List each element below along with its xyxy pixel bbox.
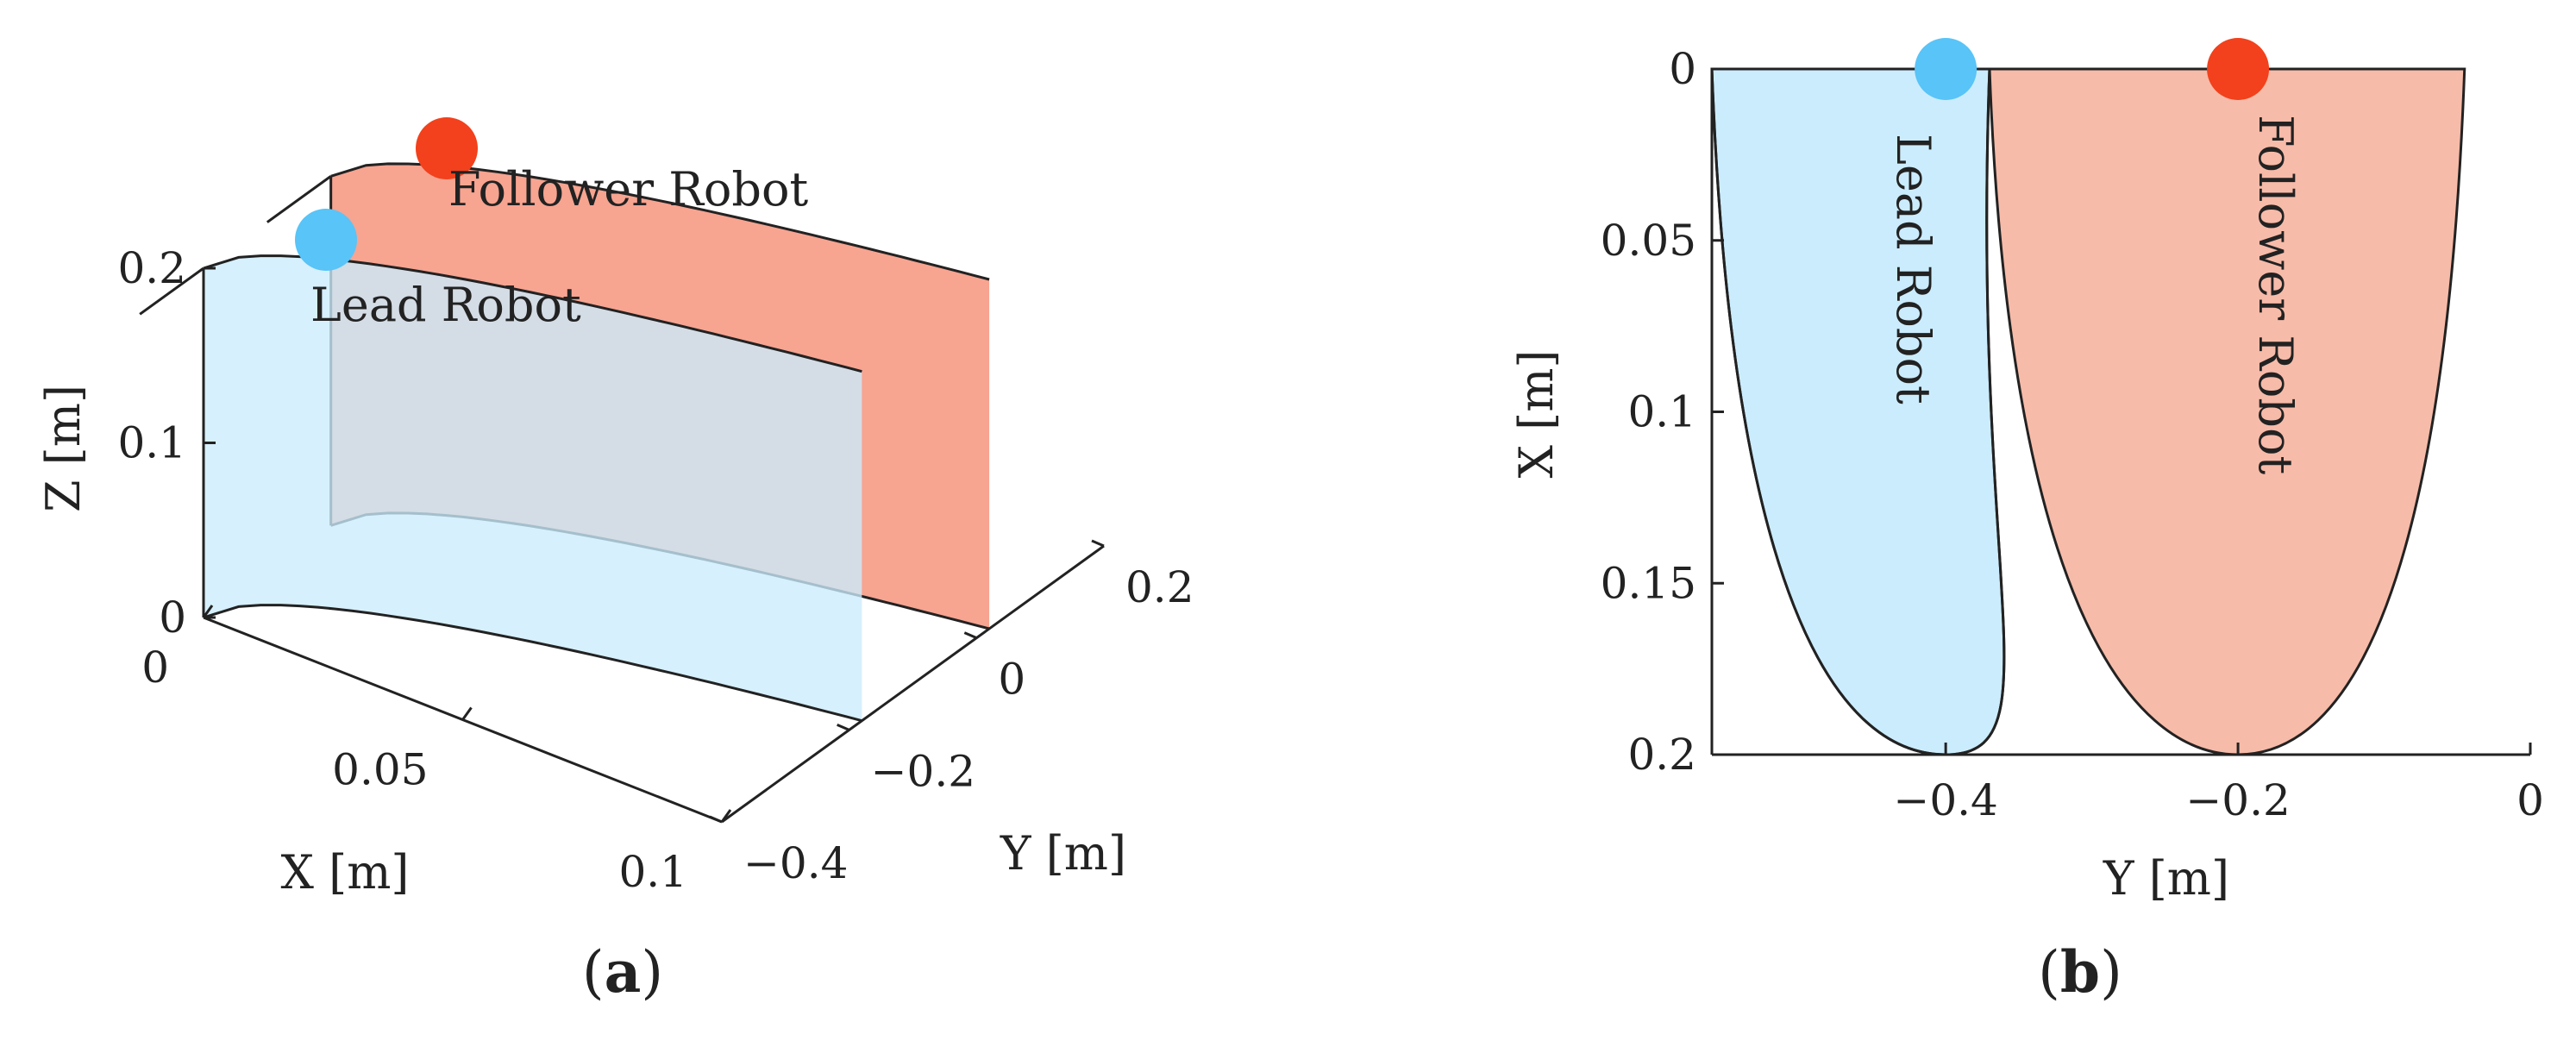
lead-robot-top-edge — [139, 266, 204, 316]
follower-robot-marker-2d — [2207, 38, 2270, 100]
x-tick-mark — [461, 706, 473, 721]
x-tick-label: 0.15 — [1601, 558, 1696, 608]
lead-robot-bottom-curve — [203, 604, 862, 723]
y-axis-line — [721, 544, 1105, 824]
panel-a-3d-workspace: 0 0.1 0.2 0 0.05 0.1 −0.4 −0.2 0 0.2 X [m] Y [m] Z [… — [36, 117, 1194, 900]
panel-a-letter: a — [605, 938, 642, 1006]
x-tick-label: 0.05 — [1601, 216, 1696, 266]
x-axis-label: X [m] — [281, 845, 410, 900]
x-tick-label: 0 — [1669, 44, 1696, 94]
y-tick-mark — [709, 815, 723, 824]
panel-b-letter: b — [2060, 938, 2100, 1006]
x-tick-label: 0.1 — [618, 847, 687, 897]
x-tick-label: 0 — [141, 643, 169, 693]
y-axis-label: Y [m] — [2103, 851, 2229, 906]
x-axis-label: X [m] — [1509, 350, 1564, 479]
panel-b-label: (b) — [2038, 938, 2122, 1006]
y-axis-label: Y [m] — [1000, 826, 1126, 881]
lead-robot-side-surface — [204, 255, 862, 721]
z-tick-label: 0.1 — [117, 418, 186, 468]
y-tick-label: 0.2 — [1125, 562, 1194, 612]
lead-robot-label-3d: Lead Robot — [310, 278, 581, 332]
follower-robot-label-2d: Follower Robot — [2248, 115, 2303, 474]
x-tick-mark — [720, 809, 732, 823]
x-tick-label: 0.2 — [1627, 730, 1696, 780]
follower-robot-top-edge — [266, 175, 332, 223]
lead-robot-marker-3d — [295, 209, 357, 271]
panel-b-top-view: 0 0.05 0.1 0.15 0.2 −0.4 −0.2 0 Y [m] X [m] Lead R… — [1509, 38, 2544, 906]
panel-a-label: (a) — [582, 938, 663, 1006]
lead-robot-region-2d — [1710, 67, 2006, 756]
y-tick-mark — [837, 723, 850, 731]
follower-robot-region-2d — [1988, 67, 2466, 756]
y-tick-mark — [1091, 539, 1105, 548]
z-tick-label: 0.2 — [117, 243, 186, 293]
follower-robot-top-curve — [330, 162, 990, 281]
lead-robot-label-2d: Lead Robot — [1886, 134, 1940, 404]
z-axis-label: Z [m] — [36, 385, 91, 512]
y-tick-label: 0 — [2516, 775, 2544, 825]
y-tick-mark — [963, 631, 977, 640]
x-tick-mark — [202, 605, 214, 618]
z-tick-label: 0 — [159, 592, 186, 643]
y-tick-label: −0.2 — [2185, 775, 2290, 825]
x-tick-label: 0.1 — [1627, 387, 1696, 437]
y-tick-label: −0.2 — [871, 746, 975, 796]
y-tick-label: 0 — [998, 655, 1025, 705]
y-tick-label: −0.4 — [743, 838, 848, 888]
y-tick-label: −0.4 — [1893, 775, 1997, 825]
follower-robot-label-3d: Follower Robot — [448, 162, 808, 216]
lead-robot-marker-2d — [1915, 38, 1977, 100]
x-tick-label: 0.05 — [332, 745, 428, 795]
follower-robot-marker-3d — [416, 117, 478, 179]
